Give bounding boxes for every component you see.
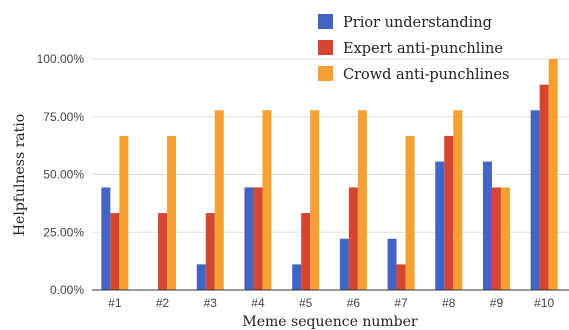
y-tick-label: 25.00%	[43, 225, 84, 239]
y-tick-label: 100.00%	[37, 52, 85, 66]
legend-label: Expert anti-punchline	[343, 41, 503, 57]
x-tick-label: #9	[490, 296, 504, 310]
bar	[387, 238, 397, 290]
x-tick-label: #6	[347, 296, 361, 310]
bar	[348, 187, 358, 290]
legend-swatch	[318, 66, 333, 81]
bar	[491, 187, 501, 290]
bar	[214, 110, 224, 290]
bar	[301, 213, 311, 290]
bar	[405, 135, 415, 290]
legend-label: Crowd anti-punchlines	[343, 67, 509, 83]
x-tick-label: #5	[299, 296, 313, 310]
bar	[339, 238, 349, 290]
bar	[548, 59, 558, 290]
x-tick-label: #2	[156, 296, 170, 310]
x-tick-label: #3	[204, 296, 218, 310]
bar	[158, 213, 168, 290]
bar	[262, 110, 272, 290]
bar	[119, 135, 129, 290]
x-tick-label: #4	[251, 296, 265, 310]
bar	[482, 161, 492, 290]
bar	[196, 264, 206, 290]
y-tick-label: 50.00%	[43, 168, 84, 182]
bar	[110, 213, 120, 290]
x-tick-label: #10	[534, 296, 554, 310]
bar	[253, 187, 263, 290]
legend-swatch	[318, 14, 333, 29]
y-tick-label: 0.00%	[50, 283, 84, 297]
bar	[101, 187, 111, 290]
bar	[500, 187, 510, 290]
bar	[435, 161, 445, 290]
legend-label: Prior understanding	[343, 15, 492, 31]
bar	[310, 110, 320, 290]
bar	[205, 213, 215, 290]
x-tick-label: #8	[442, 296, 456, 310]
bar	[396, 264, 406, 290]
x-tick-label: #1	[108, 296, 122, 310]
bar	[530, 110, 540, 290]
bar	[444, 135, 454, 290]
bar	[244, 187, 254, 290]
legend-swatch	[318, 40, 333, 55]
x-tick-label: #7	[394, 296, 408, 310]
y-axis-ticks: 0.00% 25.00% 50.00% 75.00% 100.00%	[37, 52, 85, 297]
bars	[101, 59, 558, 291]
bar	[453, 110, 463, 290]
bar	[167, 135, 177, 290]
x-axis-ticks: #1 #2 #3 #4 #5 #6 #7 #8 #9 #10	[108, 296, 554, 310]
y-tick-label: 75.00%	[43, 110, 84, 124]
bar	[539, 84, 549, 291]
bar	[357, 110, 367, 290]
x-axis-title: Meme sequence number	[242, 314, 418, 330]
legend: Prior understanding Expert anti-punchline…	[318, 14, 509, 83]
bar	[292, 264, 302, 290]
y-axis-title: Helpfulness ratio	[12, 114, 28, 236]
